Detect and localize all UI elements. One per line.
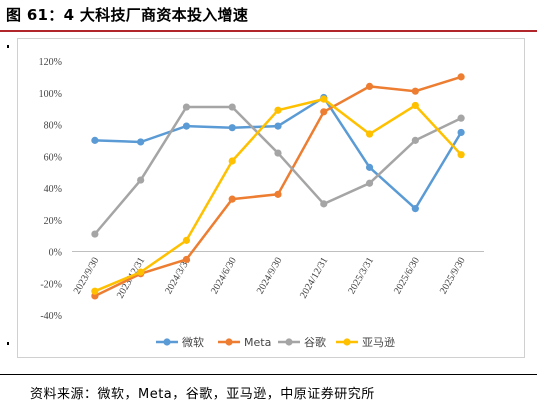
data-point <box>274 149 282 157</box>
data-point <box>457 73 465 81</box>
data-point <box>182 103 191 111</box>
data-point <box>365 179 374 187</box>
legend-marker <box>225 338 233 346</box>
y-tick-label: 60% <box>44 152 62 163</box>
data-point <box>228 103 236 111</box>
x-tick-label: 2025/6/30 <box>392 256 422 297</box>
data-point <box>457 114 465 122</box>
legend: 微软 Meta 谷歌 亚马逊 <box>156 335 395 349</box>
source-rule <box>0 374 537 375</box>
data-point <box>182 236 191 244</box>
data-point <box>274 106 282 114</box>
legend-marker <box>343 338 351 346</box>
data-point <box>91 287 99 295</box>
data-point <box>182 255 191 264</box>
bullet-mark <box>7 342 9 345</box>
data-point <box>457 128 465 137</box>
data-point <box>457 151 465 159</box>
x-tick-label: 2025/3/31 <box>346 256 376 297</box>
data-point <box>320 200 328 208</box>
title-rule <box>0 30 537 32</box>
y-tick-label: -40% <box>40 311 62 322</box>
data-point <box>182 122 191 130</box>
y-tick-label: -20% <box>40 279 62 290</box>
data-point <box>365 163 374 171</box>
legend-label: 亚马逊 <box>362 336 395 349</box>
figure-title: 图 61：4 大科技厂商资本投入增速 <box>6 6 249 24</box>
data-point <box>320 108 328 116</box>
legend-label: 谷歌 <box>304 335 326 349</box>
y-tick-label: 0% <box>49 248 62 259</box>
series-layer <box>91 73 465 300</box>
axis-layer: 120%100%80%60%40%20%0%-20%-40%2023/9/30 2… <box>39 57 484 322</box>
data-point <box>228 195 236 203</box>
chart-frame <box>17 38 525 358</box>
data-point <box>365 82 374 90</box>
data-point <box>411 87 419 95</box>
data-point <box>320 95 328 103</box>
legend-marker <box>163 338 171 346</box>
data-point <box>411 101 419 110</box>
data-point <box>228 124 236 132</box>
y-tick-label: 120% <box>39 57 62 68</box>
data-point <box>411 205 419 213</box>
y-tick-label: 40% <box>44 184 62 195</box>
y-tick-label: 80% <box>44 121 62 132</box>
bullet-mark <box>7 45 9 48</box>
x-tick-label: 2024/6/30 <box>209 256 239 297</box>
data-point <box>228 157 236 165</box>
data-point <box>411 136 419 144</box>
data-point <box>91 136 99 144</box>
legend-label: Meta <box>244 336 271 349</box>
x-tick-label: 2024/12/31 <box>298 256 330 301</box>
legend-label: 微软 <box>182 335 204 349</box>
legend-marker <box>285 338 293 346</box>
source-note: 资料来源：微软，Meta，谷歌，亚马逊，中原证券研究所 <box>30 387 375 402</box>
data-point <box>137 138 145 146</box>
data-point <box>137 268 145 276</box>
data-point <box>274 122 282 130</box>
y-tick-label: 100% <box>39 89 62 100</box>
data-point <box>137 176 145 184</box>
data-point <box>91 230 99 238</box>
x-tick-label: 2025/9/30 <box>438 256 468 297</box>
data-point <box>365 130 374 138</box>
y-tick-label: 20% <box>44 216 62 227</box>
data-point <box>274 190 282 198</box>
x-tick-label: 2024/9/30 <box>255 256 285 297</box>
